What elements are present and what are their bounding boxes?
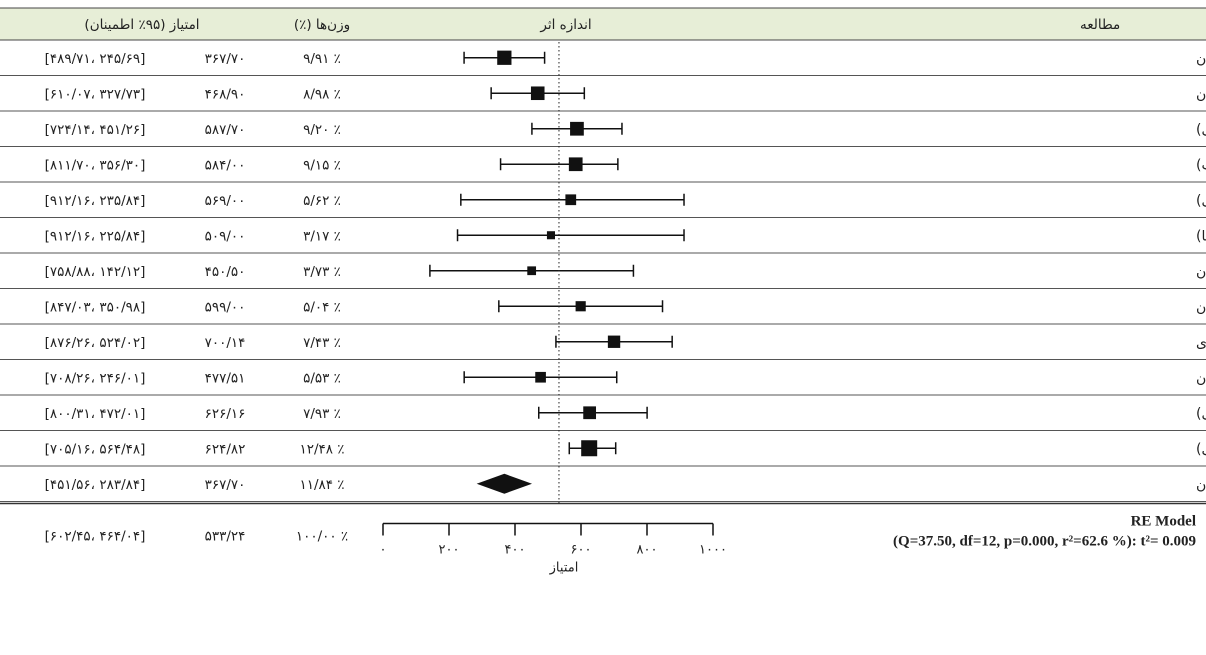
summary-weight: ٪ ۱۰۰/۰۰ [296,529,348,545]
point-estimate [535,371,546,383]
weight-value: ٪ ۵/۰۴ [303,299,341,315]
estimate-value: ۳۶۷/۷۰ [205,51,246,67]
weight-value: ٪ ۷/۴۳ [303,335,341,351]
ci-value: [۴۵۱/۲۶ ،۷۲۴/۱۴] [45,122,146,138]
summary-title: RE Model [1131,514,1196,530]
study-name: ترابی پور و رکاب اسلامی زاده (امام خمینی… [1196,122,1206,138]
x-tick-label: ۰ [380,543,387,558]
estimate-value: ۵۹۹/۰۰ [205,299,246,315]
study-name: صادقی و حجازی (امام علی) [1196,193,1206,209]
ci-value: [۲۳۵/۸۴ ،۹۱۲/۱۶] [45,193,146,209]
study-name: ترابی پور و رکاب اسلامی زاده (نفت) [1196,157,1206,173]
weight-value: ٪ ۱۱/۸۴ [299,477,344,493]
weight-value: ٪ ۵/۶۲ [303,193,341,209]
weight-value: ٪ ۳/۱۷ [303,228,341,244]
ci-value: [۱۴۲/۱۲ ،۷۵۸/۸۸] [45,264,146,280]
study-name: پرهام و همکاران [1196,264,1206,280]
estimate-value: ۷۰۰/۱۴ [205,335,246,351]
study-name: کلهر و همکاران [1196,51,1206,67]
ci-value: [۲۴۵/۶۹ ،۴۸۹/۷۱] [45,51,146,67]
weight-value: ٪ ۵/۵۳ [303,370,341,386]
point-estimate [583,406,597,420]
ci-value: [۵۶۴/۴۸ ،۷۰۵/۱۶] [45,441,146,457]
study-name: رحیمی، پیامنی و عنبری [1196,335,1206,351]
study-name: طباطبائی و همکاران [1196,86,1206,102]
x-tick-label: ۸۰۰ [637,543,658,558]
point-estimate [575,301,586,312]
weight-value: ٪ ۹/۲۰ [303,122,341,138]
point-estimate [568,157,583,172]
point-estimate [546,231,556,240]
study-name: ملک زاده، محمودی و عابدی (امام خمینی) [1196,406,1206,422]
header-effect: اندازه اثر [539,17,591,33]
x-tick-label: ۶۰۰ [571,543,592,558]
estimate-value: ۶۲۶/۱۶ [205,406,246,422]
ci-value: [۳۵۰/۹۸ ،۸۴۷/۰۳] [45,299,146,315]
point-estimate [607,335,621,348]
weight-value: ٪ ۷/۹۳ [303,406,341,422]
estimate-value: ۶۲۴/۸۲ [205,441,246,457]
weight-value: ٪ ۹/۹۱ [303,51,341,67]
estimate-value: ۴۷۷/۵۱ [205,370,246,386]
weight-value: ٪ ۱۲/۴۸ [299,441,344,457]
point-estimate [497,50,512,65]
point-estimate [565,194,577,206]
x-tick-label: ۴۰۰ [505,543,526,558]
ci-value: [۳۲۷/۷۳ ،۶۱۰/۰۷] [45,86,146,102]
study-name: متقی و همکاران [1196,477,1206,493]
estimate-value: ۵۰۹/۰۰ [205,228,246,244]
ci-value: [۵۲۴/۰۲ ،۸۷۶/۲۶] [45,335,146,351]
study-name: صادقی و حجازی (امام رضا) [1196,228,1206,244]
ci-value: [۲۴۶/۰۱ ،۷۰۸/۲۶] [45,370,146,386]
weight-value: ٪ ۹/۱۵ [303,157,341,173]
weight-value: ٪ ۸/۹۸ [303,86,341,102]
plot-area: ۰ ۲۰۰ ۴۰۰ ۶۰۰ ۸۰۰ ۱۰۰۰ امتیاز [380,42,727,576]
ci-value: [۴۷۲/۰۱ ،۸۰۰/۳۱] [45,406,146,422]
study-name: ملک زاده، عابدی و محمودی (مراکز آموزشی) [1196,440,1206,457]
x-tick-label: ۱۰۰۰ [699,543,727,558]
ci-value: [۲۲۵/۸۴ ،۹۱۲/۱۶] [45,228,146,244]
estimate-value: ۵۸۷/۷۰ [205,122,246,138]
header-band [0,8,1206,40]
point-estimate [527,266,537,276]
point-estimate [570,121,584,136]
pooled-diamond [476,473,533,494]
weight-value: ٪ ۳/۷۳ [303,264,341,280]
estimate-value: ۵۸۴/۰۰ [205,157,246,173]
estimate-value: ۵۶۹/۰۰ [205,193,246,209]
ci-value: [۲۸۳/۸۴ ،۴۵۱/۵۶] [45,477,146,493]
x-tick-label: ۲۰۰ [439,543,460,558]
point-estimate [581,440,598,457]
summary-stats: (Q=37.50, df=12, p=0.000, r²=62.6 %): t²… [893,534,1196,550]
estimate-value: ۴۶۸/۹۰ [205,86,246,102]
point-estimate [530,86,545,101]
x-axis-label: امتیاز [549,561,579,576]
header-score: امتیاز (۹۵٪ اطمینان) [84,17,199,33]
study-name: اسدی و همکاران [1196,370,1206,386]
estimate-value: ۳۶۷/۷۰ [205,477,246,493]
ci-value: [۳۵۶/۳۰ ،۸۱۱/۷۰] [45,157,146,173]
study-name: اقبال و همکاران [1196,299,1206,315]
header-study: مطالعه [1080,17,1120,33]
header-weight: وزن‌ها (٪) [294,17,350,33]
summary-estimate: ۵۳۳/۲۴ [205,529,246,545]
estimate-value: ۴۵۰/۵۰ [205,264,246,280]
summary-ci: [۴۶۴/۰۴ ،۶۰۲/۴۵] [45,529,146,545]
rows: کلهر و همکاران ٪ ۹/۹۱ ۳۶۷/۷۰ [۲۴۵/۶۹ ،۴۸۹/۷… [0,51,1206,550]
